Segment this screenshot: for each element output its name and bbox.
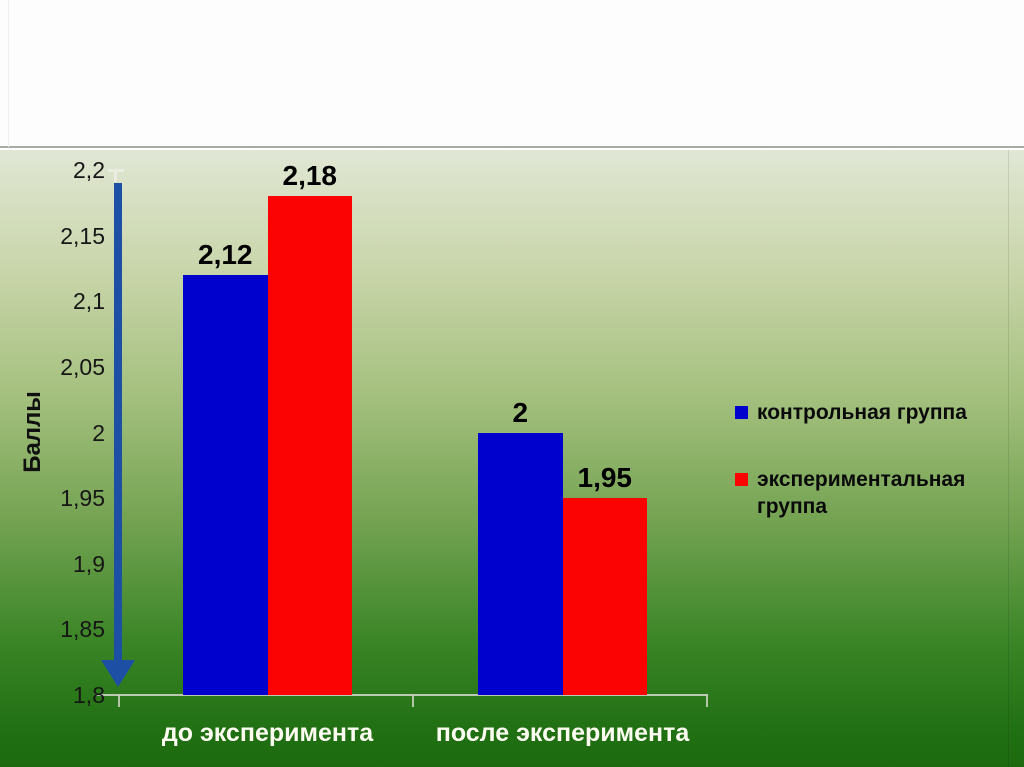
slide-top-margin bbox=[0, 0, 1024, 148]
slide-left-edge-line bbox=[8, 0, 9, 147]
x-axis-tick bbox=[706, 695, 708, 707]
y-tick-label: 2,15 bbox=[60, 222, 105, 249]
y-tick-label: 1,8 bbox=[73, 682, 105, 708]
y-tick-label: 1,85 bbox=[60, 616, 105, 643]
y-tick-label: 2,1 bbox=[73, 288, 105, 315]
x-axis-tick bbox=[118, 695, 120, 707]
y-axis-arrow-shaft bbox=[114, 183, 122, 662]
y-axis-top-tick-stub bbox=[114, 169, 117, 182]
legend: контрольная группа экспериментальная гру… bbox=[735, 399, 1020, 560]
y-tick-label: 1,95 bbox=[60, 485, 105, 512]
y-tick-label: 2,05 bbox=[60, 353, 105, 380]
y-tick-label: 1,9 bbox=[73, 550, 105, 577]
y-tick-label: 2,2 bbox=[73, 157, 105, 183]
legend-label-control-group: контрольная группа bbox=[757, 401, 967, 424]
slide-right-edge-line bbox=[1008, 150, 1009, 767]
legend-label-experimental-group: экспериментальная группа bbox=[757, 468, 966, 518]
legend-item-experimental-group: экспериментальная группа bbox=[735, 466, 1020, 520]
y-tick-label: 2 bbox=[92, 419, 105, 446]
legend-swatch-control-group-icon bbox=[735, 406, 748, 419]
x-axis-line bbox=[96, 694, 708, 696]
legend-swatch-experimental-group-icon bbox=[735, 473, 748, 486]
y-axis-arrow-head-icon bbox=[101, 660, 135, 687]
x-axis-tick bbox=[412, 695, 414, 707]
legend-item-control-group: контрольная группа bbox=[735, 399, 1020, 426]
